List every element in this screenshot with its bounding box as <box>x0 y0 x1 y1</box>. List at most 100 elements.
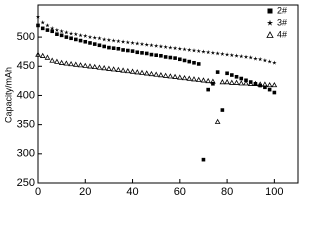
marker-square <box>36 23 40 28</box>
marker-star <box>229 52 235 58</box>
marker-star <box>116 38 121 44</box>
marker-triangle <box>233 79 240 85</box>
marker-star <box>139 41 145 46</box>
marker-triangle <box>39 52 46 58</box>
marker-square <box>135 50 140 55</box>
marker-square <box>215 70 220 74</box>
marker-square <box>196 62 201 66</box>
marker-square <box>206 87 210 92</box>
marker-triangle <box>63 60 70 66</box>
marker-star <box>130 40 135 45</box>
marker-square <box>239 76 244 81</box>
marker-square <box>168 55 173 60</box>
marker-triangle <box>176 74 183 80</box>
marker-star <box>92 35 97 40</box>
marker-triangle <box>257 81 264 87</box>
marker-star <box>187 47 192 52</box>
marker-triangle <box>271 81 278 88</box>
legend-label: 3# <box>277 17 287 27</box>
marker-triangle <box>262 81 268 87</box>
marker-square <box>178 57 182 62</box>
marker-square <box>149 52 154 57</box>
marker-square <box>64 35 69 39</box>
marker-triangle <box>124 67 131 74</box>
marker-star <box>215 51 220 56</box>
y-tick-label: 400 <box>17 89 35 101</box>
marker-star <box>243 54 249 59</box>
marker-star <box>182 47 187 52</box>
marker-square <box>267 8 273 14</box>
y-axis-label: Capacity/mAh <box>3 67 13 123</box>
x-tick-label: 80 <box>221 186 233 198</box>
marker-triangle <box>219 79 226 85</box>
marker-star <box>59 28 64 34</box>
marker-triangle <box>54 58 60 64</box>
marker-star <box>64 30 69 35</box>
marker-star <box>266 19 274 26</box>
marker-triangle <box>120 67 126 73</box>
marker-square <box>116 46 121 51</box>
marker-triangle <box>77 62 84 68</box>
marker-star <box>172 45 178 51</box>
marker-square <box>272 90 277 95</box>
marker-square <box>126 48 130 53</box>
marker-star <box>135 41 140 46</box>
marker-square <box>211 81 215 86</box>
marker-square <box>263 85 267 90</box>
marker-square <box>159 53 163 58</box>
marker-triangle <box>162 72 169 78</box>
marker-triangle <box>143 70 150 76</box>
marker-square <box>69 36 73 41</box>
marker-square <box>267 87 272 92</box>
marker-star <box>253 56 258 61</box>
marker-star <box>54 27 60 32</box>
marker-square <box>154 53 158 57</box>
marker-triangle <box>228 79 235 85</box>
marker-triangle <box>205 77 212 84</box>
marker-star <box>168 45 173 50</box>
marker-square <box>83 39 88 44</box>
marker-triangle <box>129 68 136 74</box>
marker-triangle <box>186 75 193 81</box>
marker-square <box>111 46 116 50</box>
marker-triangle <box>101 65 108 71</box>
marker-star <box>248 55 253 60</box>
x-tick-label: 60 <box>174 186 186 198</box>
marker-square <box>130 49 135 53</box>
marker-triangle <box>191 76 197 82</box>
y-tick-label: 300 <box>17 148 35 160</box>
marker-square <box>88 41 92 45</box>
marker-square <box>97 43 102 48</box>
marker-star <box>272 60 277 65</box>
marker-star <box>149 42 154 48</box>
marker-square <box>144 51 149 56</box>
marker-square <box>173 56 177 60</box>
marker-star <box>45 23 50 28</box>
marker-triangle <box>58 59 65 65</box>
marker-star <box>49 26 55 31</box>
marker-star <box>262 58 268 63</box>
marker-square <box>163 55 168 59</box>
marker-square <box>40 26 45 31</box>
marker-triangle <box>134 69 141 75</box>
x-tick-label: 40 <box>126 186 138 198</box>
marker-triangle <box>214 118 221 124</box>
marker-star <box>196 48 201 53</box>
marker-star <box>87 34 93 39</box>
marker-triangle <box>72 61 79 67</box>
marker-square <box>253 81 258 86</box>
legend-label: 2# <box>277 5 287 15</box>
marker-triangle <box>252 80 259 86</box>
marker-square <box>107 45 111 50</box>
y-tick-label: 350 <box>17 119 35 131</box>
marker-triangle <box>115 66 122 72</box>
marker-square <box>225 71 229 76</box>
marker-star <box>191 48 197 53</box>
marker-square <box>258 83 262 88</box>
y-tick-label: 450 <box>17 60 35 72</box>
marker-star <box>210 50 216 55</box>
marker-star <box>144 42 149 47</box>
marker-star <box>97 35 102 41</box>
marker-triangle <box>210 78 216 84</box>
marker-star <box>78 33 83 38</box>
